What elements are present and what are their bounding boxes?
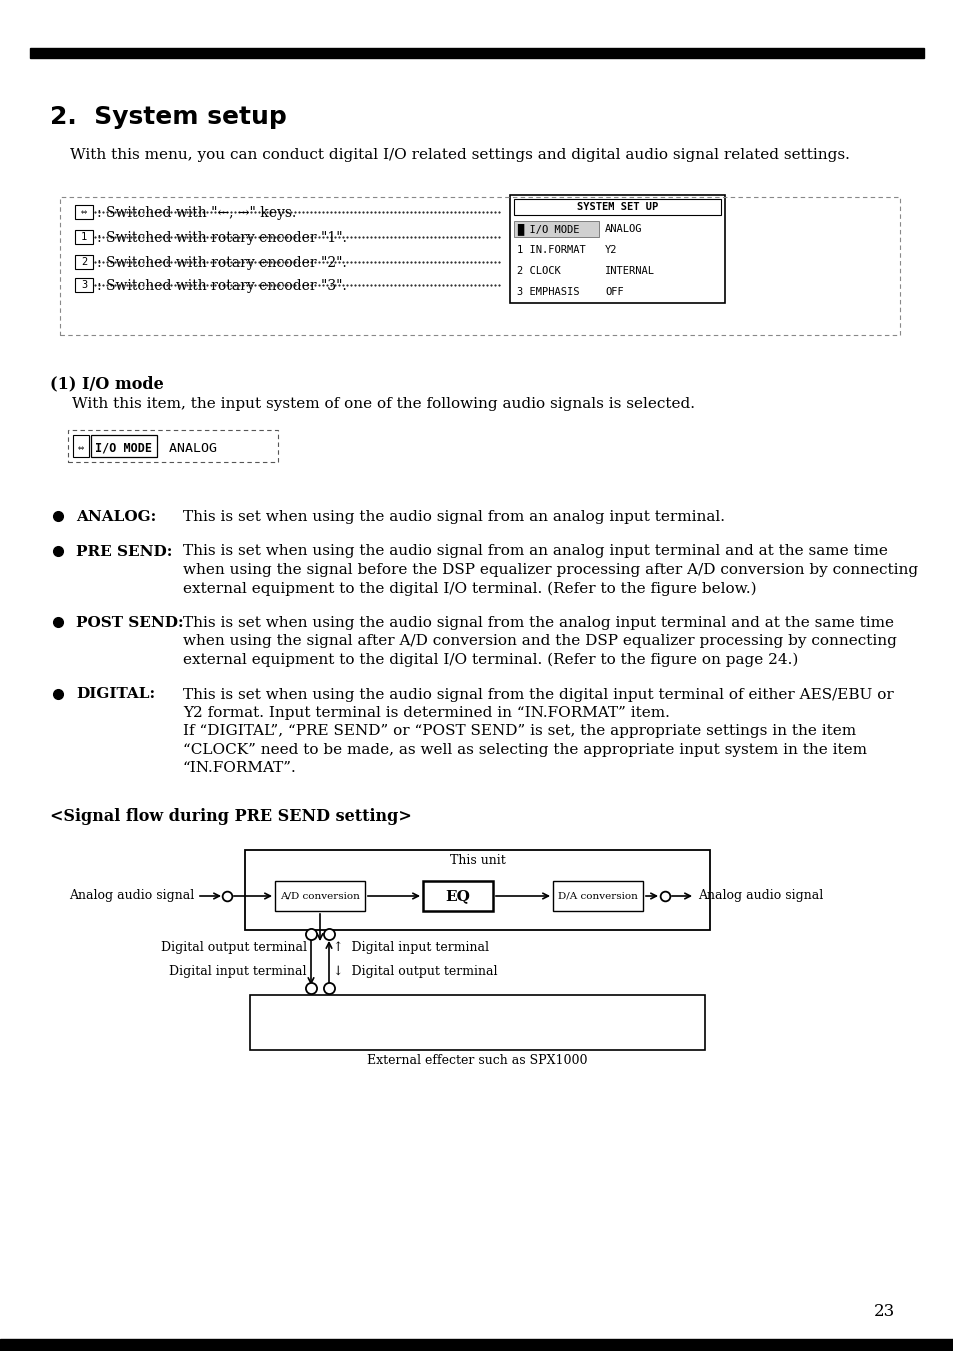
Text: (1) I/O mode: (1) I/O mode — [50, 376, 164, 392]
Bar — [553, 881, 642, 911]
Bar — [245, 850, 709, 929]
Text: 2: 2 — [81, 257, 87, 267]
Text: : Switched with rotary encoder "3".: : Switched with rotary encoder "3". — [97, 280, 346, 293]
Text: ANALOG: ANALOG — [161, 442, 216, 454]
Text: : Switched with rotary encoder "1".: : Switched with rotary encoder "1". — [97, 231, 347, 245]
Bar — [514, 199, 720, 215]
Text: ↑  Digital input terminal: ↑ Digital input terminal — [333, 942, 489, 955]
Text: D/A conversion: D/A conversion — [558, 892, 638, 901]
Text: DIGITAL:: DIGITAL: — [76, 688, 155, 701]
Text: 3 EMPHASIS: 3 EMPHASIS — [517, 286, 578, 297]
Text: This is set when using the audio signal from the analog input terminal and at th: This is set when using the audio signal … — [183, 616, 893, 630]
Text: Y2: Y2 — [604, 245, 617, 255]
Text: External effecter such as SPX1000: External effecter such as SPX1000 — [367, 1054, 587, 1066]
Text: ↓  Digital output terminal: ↓ Digital output terminal — [333, 966, 497, 978]
Bar — [75, 205, 92, 219]
Text: when using the signal after A/D conversion and the DSP equalizer processing by c: when using the signal after A/D conversi… — [183, 635, 896, 648]
Text: █ I/O MODE: █ I/O MODE — [517, 223, 578, 235]
Bar — [75, 255, 92, 269]
Text: “CLOCK” need to be made, as well as selecting the appropriate input system in th: “CLOCK” need to be made, as well as sele… — [183, 743, 866, 757]
Text: INTERNAL: INTERNAL — [604, 266, 655, 276]
Text: ANALOG: ANALOG — [604, 224, 641, 234]
Bar — [274, 881, 365, 911]
Text: 23: 23 — [873, 1302, 894, 1320]
Text: : Switched with "←, →" keys.: : Switched with "←, →" keys. — [97, 205, 296, 220]
Text: This is set when using the audio signal from an analog input terminal and at the: This is set when using the audio signal … — [183, 544, 887, 558]
Text: POST SEND:: POST SEND: — [76, 616, 183, 630]
Bar — [60, 197, 899, 335]
Text: A/D conversion: A/D conversion — [280, 892, 359, 901]
Text: ANALOG:: ANALOG: — [76, 509, 156, 524]
Text: OFF: OFF — [604, 286, 623, 297]
Text: Digital output terminal: Digital output terminal — [161, 942, 307, 955]
Text: I/O MODE: I/O MODE — [95, 442, 152, 454]
Text: SYSTEM SET UP: SYSTEM SET UP — [577, 203, 658, 212]
Text: “IN.FORMAT”.: “IN.FORMAT”. — [183, 762, 296, 775]
Bar — [68, 430, 277, 462]
Text: 2 CLOCK: 2 CLOCK — [517, 266, 560, 276]
Bar — [0, 1339, 953, 1351]
Text: This is set when using the audio signal from the digital input terminal of eithe: This is set when using the audio signal … — [183, 688, 893, 701]
Text: : Switched with rotary encoder "2".: : Switched with rotary encoder "2". — [97, 255, 346, 270]
Text: Analog audio signal: Analog audio signal — [698, 889, 822, 902]
Bar — [91, 435, 157, 457]
Text: 3: 3 — [81, 280, 87, 290]
Text: 2.  System setup: 2. System setup — [50, 105, 287, 128]
Text: Digital input terminal: Digital input terminal — [170, 966, 307, 978]
Text: 1: 1 — [81, 232, 87, 242]
Text: Analog audio signal: Analog audio signal — [69, 889, 193, 902]
Bar — [422, 881, 493, 911]
Text: EQ: EQ — [445, 889, 470, 902]
Text: external equipment to the digital I/O terminal. (Refer to the figure below.): external equipment to the digital I/O te… — [183, 581, 756, 596]
Text: ⇔: ⇔ — [78, 443, 84, 453]
Text: PRE SEND:: PRE SEND: — [76, 544, 172, 558]
Bar — [75, 278, 92, 292]
Text: when using the signal before the DSP equalizer processing after A/D conversion b: when using the signal before the DSP equ… — [183, 563, 917, 577]
Text: external equipment to the digital I/O terminal. (Refer to the figure on page 24.: external equipment to the digital I/O te… — [183, 653, 798, 667]
Text: Y2 format. Input terminal is determined in “IN.FORMAT” item.: Y2 format. Input terminal is determined … — [183, 707, 669, 720]
Text: With this item, the input system of one of the following audio signals is select: With this item, the input system of one … — [71, 397, 695, 411]
Bar — [30, 49, 923, 58]
Bar — [510, 195, 724, 303]
Text: ⇔: ⇔ — [81, 207, 87, 218]
Text: 1 IN.FORMAT: 1 IN.FORMAT — [517, 245, 585, 255]
Text: This unit: This unit — [449, 854, 505, 866]
Bar — [514, 222, 598, 236]
Bar — [75, 230, 92, 245]
Bar — [73, 435, 89, 457]
Text: <Signal flow during PRE SEND setting>: <Signal flow during PRE SEND setting> — [50, 808, 412, 825]
Text: With this menu, you can conduct digital I/O related settings and digital audio s: With this menu, you can conduct digital … — [70, 149, 849, 162]
Bar — [250, 994, 704, 1050]
Text: If “DIGITAL”, “PRE SEND” or “POST SEND” is set, the appropriate settings in the : If “DIGITAL”, “PRE SEND” or “POST SEND” … — [183, 724, 855, 739]
Text: This is set when using the audio signal from an analog input terminal.: This is set when using the audio signal … — [183, 509, 724, 524]
